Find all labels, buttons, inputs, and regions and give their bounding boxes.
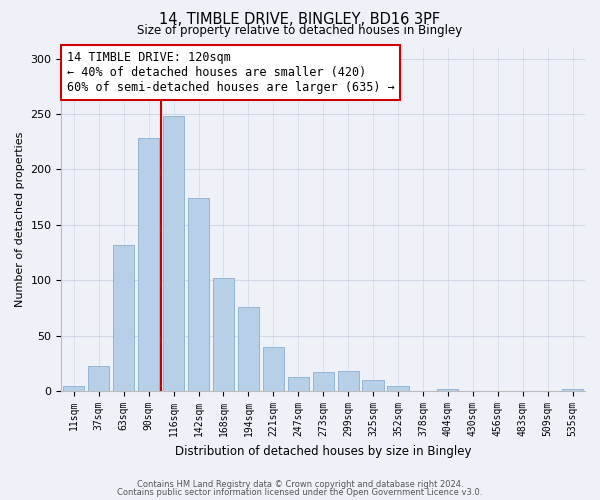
Bar — [313, 372, 334, 391]
Text: Size of property relative to detached houses in Bingley: Size of property relative to detached ho… — [137, 24, 463, 37]
Text: 14, TIMBLE DRIVE, BINGLEY, BD16 3PF: 14, TIMBLE DRIVE, BINGLEY, BD16 3PF — [160, 12, 440, 28]
X-axis label: Distribution of detached houses by size in Bingley: Distribution of detached houses by size … — [175, 444, 472, 458]
Bar — [188, 198, 209, 391]
Bar — [138, 138, 159, 391]
Text: 14 TIMBLE DRIVE: 120sqm
← 40% of detached houses are smaller (420)
60% of semi-d: 14 TIMBLE DRIVE: 120sqm ← 40% of detache… — [67, 51, 394, 94]
Bar — [163, 116, 184, 391]
Bar — [437, 389, 458, 391]
Bar — [113, 245, 134, 391]
Bar — [238, 307, 259, 391]
Bar — [213, 278, 234, 391]
Y-axis label: Number of detached properties: Number of detached properties — [15, 132, 25, 307]
Text: Contains public sector information licensed under the Open Government Licence v3: Contains public sector information licen… — [118, 488, 482, 497]
Bar — [63, 386, 85, 391]
Bar — [338, 371, 359, 391]
Bar — [263, 347, 284, 391]
Bar — [88, 366, 109, 391]
Bar — [362, 380, 383, 391]
Bar — [388, 386, 409, 391]
Bar — [287, 377, 309, 391]
Text: Contains HM Land Registry data © Crown copyright and database right 2024.: Contains HM Land Registry data © Crown c… — [137, 480, 463, 489]
Bar — [562, 389, 583, 391]
